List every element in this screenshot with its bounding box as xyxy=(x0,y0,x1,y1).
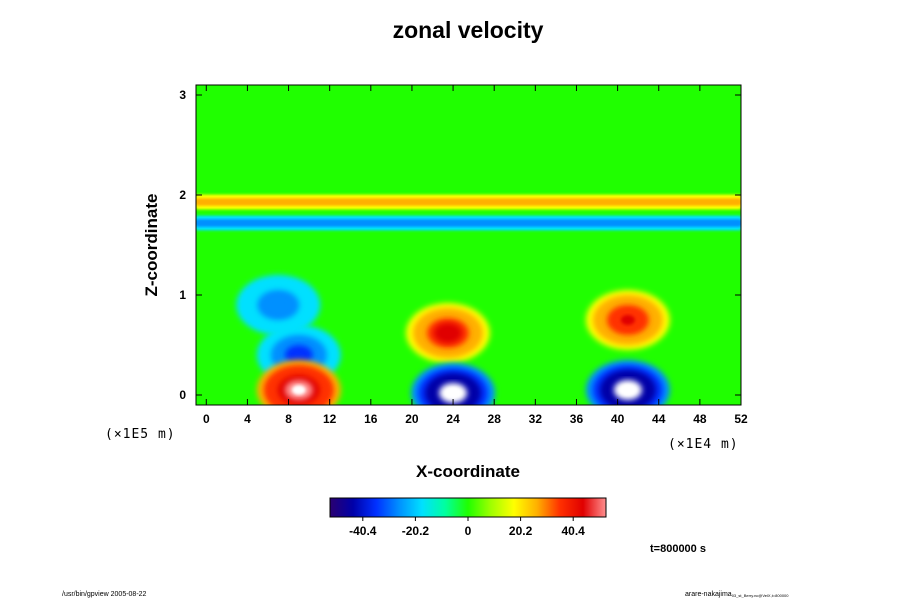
x-tick-label: 8 xyxy=(285,412,292,426)
x-tick-label: 20 xyxy=(405,412,419,426)
colorbar-tick-label: 20.2 xyxy=(509,524,533,538)
y-tick-label: 3 xyxy=(179,88,186,102)
x-axis-ticks: 0 4 8 12 16 20 24 28 32 36 40 44 48 52 xyxy=(203,85,748,426)
x-tick-label: 12 xyxy=(323,412,337,426)
y-tick-label: 1 xyxy=(179,288,186,302)
jet-band xyxy=(196,200,741,204)
x-tick-label: 36 xyxy=(570,412,584,426)
x-tick-label: 52 xyxy=(734,412,748,426)
colorbar-ticks: -40.4 -20.2 0 20.2 40.4 xyxy=(349,517,585,538)
colorbar-tick-label: 40.4 xyxy=(562,524,586,538)
eddy-contour xyxy=(271,300,286,310)
chart-title: zonal velocity xyxy=(393,17,544,43)
y-axis-label: Z-coordinate xyxy=(142,194,161,297)
colorbar-tick-label: 0 xyxy=(465,524,472,538)
y-tick-label: 0 xyxy=(179,388,186,402)
eddy-contour xyxy=(620,385,635,395)
eddy-contour xyxy=(440,328,455,338)
x-tick-label: 44 xyxy=(652,412,666,426)
colorbar xyxy=(329,497,607,518)
footer-right-sub: 03_st_Berry.nc@VelX,t=800000 xyxy=(732,593,790,598)
eddy-contour xyxy=(620,315,635,325)
eddy-contour xyxy=(446,388,461,398)
x-tick-label: 4 xyxy=(244,412,251,426)
x-tick-label: 16 xyxy=(364,412,378,426)
footer-left: /usr/bin/gpview 2005-08-22 xyxy=(62,591,147,598)
colorbar-tick-label: -40.4 xyxy=(349,524,377,538)
footer-right: arare-nakajima03_st_Berry.nc@VelX,t=8000… xyxy=(685,591,789,598)
x-tick-label: 40 xyxy=(611,412,625,426)
x-tick-label: 24 xyxy=(446,412,460,426)
velocity-field xyxy=(196,85,741,405)
x-tick-label: 32 xyxy=(529,412,543,426)
x-axis-label: X-coordinate xyxy=(416,462,520,481)
x-tick-label: 0 xyxy=(203,412,210,426)
y-tick-label: 2 xyxy=(179,188,186,202)
x-scale-label: (×1E4 m) xyxy=(668,437,739,452)
y-axis-ticks: 0 1 2 3 xyxy=(179,88,741,402)
plot-frame xyxy=(195,84,742,406)
colorbar-tick-label: -20.2 xyxy=(402,524,430,538)
eddy-contour xyxy=(291,385,306,395)
eddy-contour xyxy=(291,350,306,360)
x-tick-label: 48 xyxy=(693,412,707,426)
time-annotation: t=800000 s xyxy=(650,543,706,555)
y-scale-label: (×1E5 m) xyxy=(105,427,176,442)
x-tick-label: 28 xyxy=(488,412,502,426)
jet-band xyxy=(196,221,741,225)
footer-right-main: arare-nakajima xyxy=(685,591,732,598)
